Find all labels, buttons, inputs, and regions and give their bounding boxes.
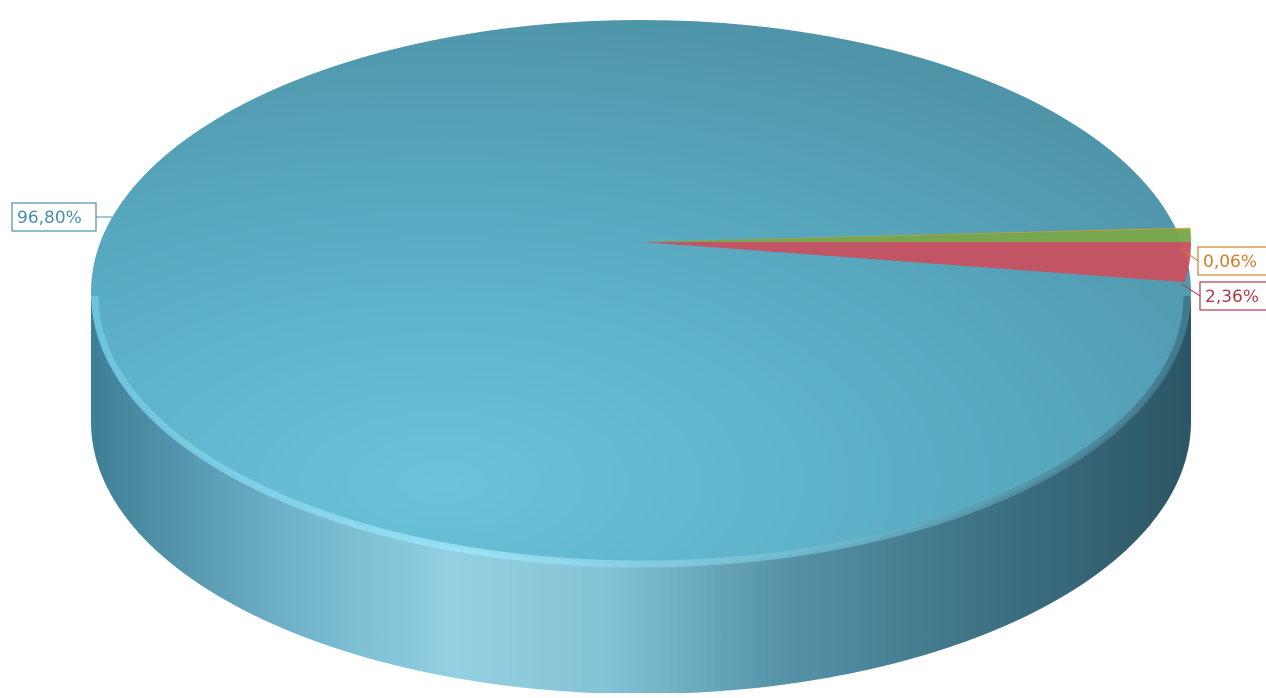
- data-label-3: 0,06%: [1203, 252, 1257, 272]
- data-label-box-1: [1199, 281, 1266, 311]
- pie-slice-3: [641, 227, 1191, 242]
- pie-data-labels: 96,80% 0,06% 2,36%: [11, 202, 1266, 311]
- pie-base: [91, 20, 1191, 694]
- data-label-1: 2,36%: [1205, 287, 1259, 307]
- pie-top-surface: [91, 20, 1191, 564]
- data-label-0: 96,80%: [17, 208, 82, 228]
- pie-rim-highlight: [91, 295, 1191, 568]
- pie-slices: [641, 227, 1191, 283]
- pie-slice-2: [641, 228, 1191, 242]
- data-label-leader-1: [1181, 283, 1201, 297]
- pie-slice-1: [641, 242, 1191, 283]
- pie-side-wall: [91, 292, 1191, 694]
- data-label-leader-3: [1179, 247, 1199, 262]
- data-label-box-0: [11, 202, 97, 232]
- data-label-box-3: [1197, 246, 1266, 276]
